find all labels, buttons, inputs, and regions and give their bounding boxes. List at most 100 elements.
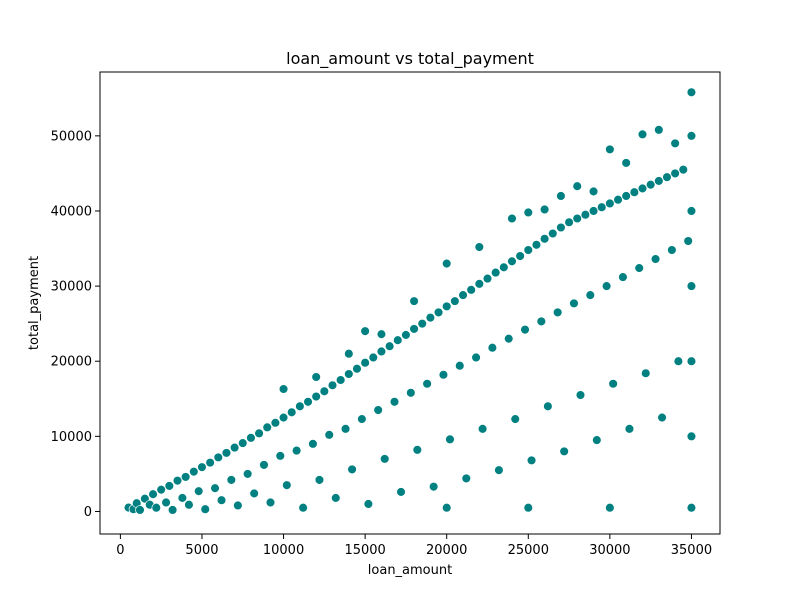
scatter-point bbox=[177, 493, 188, 503]
scatter-point bbox=[559, 446, 569, 457]
scatter-point bbox=[474, 279, 485, 289]
scatter-point bbox=[311, 391, 321, 402]
y-tick-label: 40000 bbox=[51, 204, 92, 219]
scatter-point bbox=[311, 372, 321, 382]
scatter-point bbox=[455, 360, 465, 371]
scatter-point bbox=[340, 424, 351, 434]
scatter-point bbox=[605, 198, 615, 209]
scatter-point bbox=[221, 448, 232, 458]
scatter-point bbox=[564, 217, 574, 227]
scatter-point bbox=[210, 483, 220, 493]
scatter-point bbox=[406, 388, 416, 398]
scatter-point bbox=[477, 424, 488, 434]
scatter-point bbox=[226, 475, 237, 485]
scatter-point bbox=[552, 307, 563, 318]
scatter-point bbox=[585, 290, 596, 300]
scatter-point bbox=[135, 505, 145, 515]
scatter-point bbox=[360, 357, 370, 368]
scatter-point bbox=[180, 472, 191, 482]
scatter-point bbox=[151, 502, 162, 513]
scatter-point bbox=[193, 486, 204, 496]
scatter-point bbox=[523, 502, 534, 513]
scatter-point bbox=[393, 335, 403, 345]
scatter-point bbox=[331, 493, 341, 503]
scatter-point bbox=[531, 240, 542, 250]
scatter-point bbox=[588, 186, 599, 197]
scatter-point bbox=[368, 352, 379, 363]
x-tick-label: 0 bbox=[116, 543, 124, 558]
scatter-point bbox=[510, 414, 520, 424]
scatter-point bbox=[324, 430, 334, 440]
x-tick-label: 20000 bbox=[426, 543, 467, 558]
scatter-point bbox=[254, 428, 264, 439]
scatter-point bbox=[291, 445, 302, 456]
x-tick-label: 5000 bbox=[185, 543, 218, 558]
y-axis-label: total_payment bbox=[27, 256, 42, 350]
scatter-point bbox=[433, 307, 444, 318]
x-axis-label: loan_amount bbox=[368, 563, 452, 578]
scatter-point bbox=[401, 330, 411, 340]
scatter-point bbox=[673, 356, 684, 366]
scatter-point bbox=[686, 131, 697, 141]
scatter-point bbox=[229, 442, 240, 453]
scatter-point bbox=[605, 144, 615, 155]
scatter-point bbox=[572, 181, 582, 191]
scatter-point bbox=[161, 497, 171, 508]
scatter-point bbox=[624, 424, 635, 434]
scatter-point bbox=[205, 457, 215, 468]
scatter-point bbox=[605, 502, 615, 513]
scatter-point bbox=[422, 379, 432, 389]
scatter-point bbox=[474, 242, 485, 252]
scatter-point bbox=[637, 129, 648, 140]
scatter-point bbox=[295, 401, 305, 412]
scatter-point bbox=[670, 168, 680, 179]
scatter-point bbox=[262, 422, 272, 433]
scatter-point bbox=[238, 438, 248, 448]
scatter-point bbox=[507, 213, 517, 224]
scatter-point bbox=[167, 505, 178, 515]
scatter-point bbox=[539, 234, 550, 244]
scatter-point bbox=[335, 375, 346, 385]
scatter-point bbox=[645, 179, 656, 190]
scatter-point bbox=[686, 87, 697, 98]
scatter-point bbox=[596, 202, 607, 212]
scatter-point bbox=[352, 363, 362, 374]
scatter-point bbox=[686, 281, 697, 291]
scatter-point bbox=[678, 164, 689, 175]
scatter-point bbox=[523, 245, 534, 255]
scatter-point bbox=[494, 465, 504, 475]
scatter-point bbox=[409, 324, 419, 334]
scatter-point bbox=[327, 380, 338, 391]
scatter-point bbox=[650, 254, 661, 264]
scatter-point bbox=[515, 251, 525, 261]
scatter-point bbox=[344, 369, 354, 379]
scatter-point bbox=[389, 397, 400, 407]
scatter-point bbox=[539, 204, 550, 215]
scatter-point bbox=[634, 263, 644, 273]
scatter-point bbox=[412, 445, 423, 455]
scatter-point bbox=[270, 418, 281, 428]
scatter-point bbox=[246, 433, 256, 443]
scatter-point bbox=[618, 272, 628, 282]
scatter-point bbox=[637, 183, 648, 194]
scatter-point bbox=[543, 401, 553, 412]
scatter-point bbox=[569, 298, 579, 309]
scatter-point bbox=[314, 475, 325, 485]
y-tick-label: 30000 bbox=[51, 280, 92, 295]
scatter-point bbox=[683, 236, 693, 246]
scatter-point bbox=[490, 267, 501, 278]
scatter-point bbox=[556, 191, 566, 201]
scatter-point bbox=[184, 499, 194, 510]
scatter-point bbox=[298, 502, 308, 513]
scatter-point bbox=[487, 342, 498, 353]
scatter-point bbox=[686, 356, 697, 366]
scatter-point bbox=[213, 452, 224, 463]
scatter-point bbox=[308, 439, 318, 449]
y-tick-label: 0 bbox=[84, 505, 92, 520]
scatter-point bbox=[278, 384, 289, 394]
scatter-point bbox=[425, 312, 436, 323]
scatter-point bbox=[417, 318, 427, 329]
scatter-point bbox=[458, 290, 468, 300]
